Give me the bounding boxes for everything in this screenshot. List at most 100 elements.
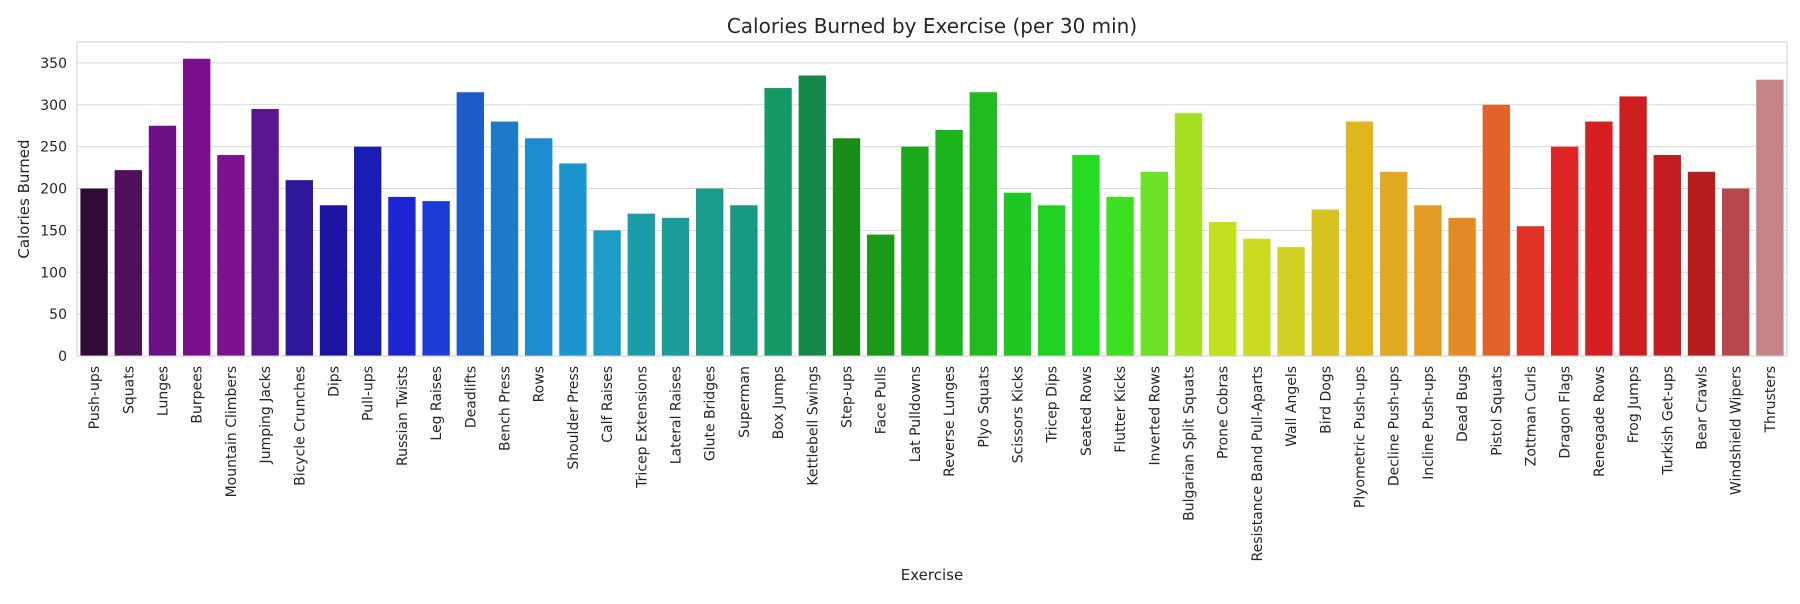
x-tick-label: Incline Push-ups (1421, 366, 1437, 480)
x-tick-label: Rows (532, 366, 548, 402)
x-tick-label: Pistol Squats (1489, 366, 1505, 456)
bar (867, 234, 895, 356)
y-tick-label: 150 (40, 223, 67, 239)
bar (1380, 171, 1408, 356)
y-tick-label: 100 (40, 265, 67, 281)
x-tick-label: Deadlifts (463, 366, 479, 428)
x-tick-label: Box Jumps (771, 366, 787, 439)
x-tick-label: Squats (121, 366, 137, 414)
y-tick-label: 350 (40, 56, 67, 72)
x-tick-label: Dead Bugs (1455, 366, 1471, 442)
bar (969, 92, 997, 357)
bar (251, 108, 279, 356)
bar (764, 88, 792, 356)
y-axis: 0 50 100 150 200 250 300 350 (40, 56, 67, 365)
x-tick-label: Mountain Climbers (224, 366, 240, 497)
x-tick-label: Decline Push-ups (1387, 366, 1403, 486)
x-tick-label: Bulgarian Split Squats (1182, 366, 1198, 521)
x-tick-label: Resistance Band Pull-Aparts (1250, 366, 1266, 561)
x-tick-label: Shoulder Press (566, 366, 582, 470)
x-tick-label: Inverted Rows (1147, 366, 1163, 466)
x-tick-label: Face Pulls (874, 366, 890, 434)
bar (1243, 238, 1271, 356)
x-tick-label: Tricep Dips (1045, 366, 1061, 444)
bar (1345, 121, 1374, 357)
bar (1174, 113, 1203, 356)
bar (354, 146, 382, 356)
bar (217, 155, 245, 356)
bar (1003, 192, 1032, 356)
bar (1140, 171, 1168, 356)
x-tick-label: Bird Dogs (1318, 366, 1334, 434)
x-tick-label: Tricep Extensions (634, 366, 650, 489)
x-tick-label: Dips (327, 366, 343, 397)
x-tick-label: Leg Raises (429, 366, 445, 441)
bar (1722, 188, 1750, 356)
bar (319, 205, 348, 356)
x-tick-label: Thrusters (1763, 366, 1779, 434)
bar (80, 188, 108, 356)
bar (832, 138, 861, 356)
bar (593, 230, 621, 356)
x-tick-label: Bicycle Crunches (292, 366, 308, 486)
bar (1619, 96, 1647, 356)
x-tick-label: Prone Cobras (1216, 366, 1232, 459)
bar (901, 146, 929, 356)
bar (388, 196, 416, 356)
bar (1448, 217, 1476, 356)
x-tick-label: Flutter Kicks (1113, 366, 1129, 453)
y-tick-label: 250 (40, 140, 67, 156)
x-tick-label: Dragon Flags (1558, 366, 1574, 459)
x-tick-label: Bench Press (498, 366, 514, 451)
bar (1311, 209, 1339, 356)
bar (148, 125, 177, 356)
bar (1585, 121, 1613, 357)
x-tick-label: Renegade Rows (1592, 366, 1608, 477)
x-tick-label: Turkish Get-ups (1660, 366, 1676, 476)
bar (1687, 171, 1716, 356)
x-tick-label: Seated Rows (1079, 366, 1095, 456)
x-tick-label: Glute Bridges (703, 366, 719, 461)
bar (1756, 79, 1784, 357)
x-tick-label: Kettlebell Swings (805, 366, 821, 486)
x-tick-label: Lunges (156, 366, 172, 416)
bar (1516, 226, 1545, 356)
bar (1551, 146, 1579, 356)
x-tick-label: Burpees (190, 366, 206, 424)
x-tick-label: Pull-ups (361, 366, 377, 421)
plot-frame (76, 41, 1788, 357)
bar (525, 138, 553, 356)
x-tick-label: Superman (737, 366, 753, 438)
x-tick-label: Windshield Wipers (1729, 366, 1745, 495)
y-tick-label: 0 (58, 349, 67, 365)
bar (114, 170, 142, 356)
bar (285, 180, 313, 356)
bar (183, 58, 211, 356)
x-tick-label: Step-ups (840, 366, 856, 428)
x-tick-label: Plyo Squats (976, 366, 992, 448)
x-tick-label: Push-ups (87, 366, 103, 429)
y-tick-label: 300 (40, 98, 67, 114)
x-tick-label: Plyometric Push-ups (1353, 366, 1369, 508)
x-tick-label: Frog Jumps (1626, 366, 1642, 443)
x-tick-label: Wall Angels (1284, 366, 1300, 447)
bar (798, 75, 826, 356)
bar (1106, 196, 1134, 356)
bar (1414, 205, 1442, 356)
bar (935, 129, 963, 356)
x-tick-label: Bear Crawls (1695, 366, 1711, 450)
bar (696, 188, 724, 356)
bar (456, 92, 484, 357)
bar (422, 201, 450, 356)
y-axis-label: Calories Burned (15, 139, 33, 258)
bar (1653, 155, 1681, 356)
x-tick-label: Reverse Lunges (942, 366, 958, 477)
bar (1209, 222, 1237, 356)
x-tick-label: Calf Raises (600, 366, 616, 443)
bar (1482, 104, 1510, 356)
bar (1072, 155, 1100, 356)
bars (80, 58, 1784, 357)
x-tick-label: Russian Twists (395, 366, 411, 466)
